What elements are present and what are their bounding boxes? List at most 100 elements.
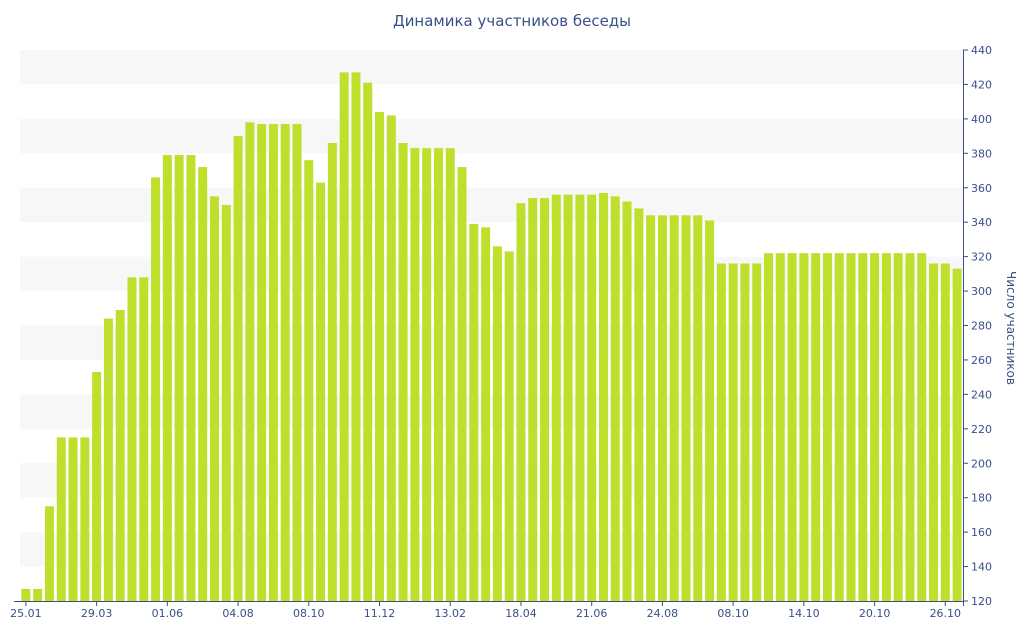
y-axis: 120 140 160 180 200 220 240 260 280 300 320 340 360 3… [963, 44, 992, 608]
bar [469, 223, 479, 602]
x-tick-label: 08.10 [293, 607, 325, 620]
bar [952, 268, 962, 601]
bar [858, 253, 868, 601]
bar [245, 122, 255, 601]
bar [657, 215, 667, 602]
x-tick-label: 26.10 [930, 607, 962, 620]
bar [551, 194, 561, 601]
bar [929, 263, 939, 601]
x-tick-label: 20.10 [859, 607, 891, 620]
bar [433, 148, 443, 601]
grid-bands [20, 50, 963, 567]
bar [304, 160, 314, 601]
bar [822, 253, 832, 601]
grid-band [20, 532, 963, 567]
bar [410, 148, 420, 601]
bar [127, 277, 137, 601]
bar [881, 253, 891, 601]
bar [316, 182, 326, 601]
x-tick-label: 11.12 [364, 607, 396, 620]
bar [681, 215, 691, 602]
chart-title: Динамика участников беседы [392, 12, 632, 30]
bar [257, 124, 267, 602]
bar [622, 201, 632, 601]
x-tick-label: 29.03 [81, 607, 113, 620]
bar [292, 124, 302, 602]
bar [186, 155, 196, 602]
x-tick-label: 14.10 [788, 607, 820, 620]
grid-band [20, 118, 963, 154]
bar [457, 167, 467, 601]
y-tick-label: 160 [971, 526, 992, 539]
bar [599, 192, 608, 601]
bar [445, 148, 455, 601]
bar [634, 208, 644, 601]
y-tick-label: 260 [971, 354, 992, 367]
grid-band [20, 394, 963, 429]
bar [740, 263, 750, 601]
y-tick-label: 300 [971, 285, 992, 298]
bars [21, 72, 962, 602]
x-axis: 25.01 29.03 01.06 04.08 08.10 11.12 13.02 18.04… [10, 601, 963, 620]
x-tick-label: 13.02 [434, 607, 466, 620]
bar [80, 437, 90, 601]
y-tick-label: 220 [971, 423, 992, 436]
y-tick-label: 280 [971, 320, 992, 333]
bar [646, 215, 656, 602]
bar [339, 72, 349, 601]
y-tick-label: 380 [971, 147, 992, 160]
y-tick-label: 320 [971, 251, 992, 264]
y-axis-label: Число участников [1004, 271, 1018, 385]
bar [917, 253, 927, 601]
bar [870, 253, 880, 601]
bar [351, 72, 361, 601]
bar [398, 142, 408, 601]
bar [764, 253, 773, 601]
bar [151, 177, 161, 601]
x-tick-label: 04.08 [222, 607, 254, 620]
bar [940, 263, 950, 601]
bar [575, 194, 585, 601]
bar [705, 220, 715, 601]
x-tick-label: 08.10 [717, 607, 749, 620]
bar [221, 204, 231, 601]
bar [92, 371, 102, 601]
bar [752, 263, 762, 601]
bar [21, 588, 31, 601]
bar [669, 215, 679, 602]
bar [516, 203, 526, 601]
bar [834, 253, 844, 601]
bar [587, 194, 597, 601]
bar [268, 124, 278, 602]
bar [174, 155, 184, 602]
y-tick-label: 360 [971, 182, 992, 195]
y-tick-label: 240 [971, 388, 992, 401]
bar [375, 111, 384, 602]
grid-band [20, 187, 963, 223]
bar [528, 198, 538, 602]
x-tick-label: 18.04 [505, 607, 537, 620]
bar [233, 136, 243, 601]
bar [103, 318, 113, 601]
bar [504, 251, 514, 601]
bar [492, 246, 502, 601]
bar [56, 437, 66, 601]
bar [540, 198, 550, 602]
bar [363, 82, 373, 601]
bar [115, 310, 125, 601]
x-tick-label: 24.08 [647, 607, 679, 620]
bar [68, 437, 78, 601]
bar [44, 506, 54, 601]
bar [728, 263, 738, 601]
bar [799, 253, 809, 601]
x-tick-label: 25.01 [10, 607, 42, 620]
bar [693, 215, 703, 602]
bar [198, 167, 208, 601]
bar [787, 253, 797, 601]
bar [563, 194, 573, 601]
bar [610, 196, 620, 601]
bar [280, 124, 290, 602]
bar [846, 253, 856, 601]
bar [162, 155, 172, 602]
